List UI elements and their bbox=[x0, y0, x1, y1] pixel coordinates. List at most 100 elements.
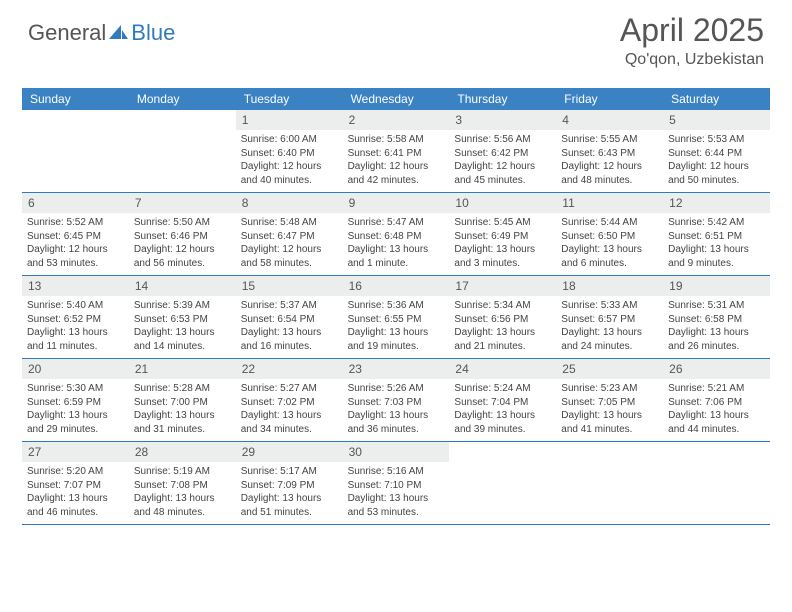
sunrise-line: Sunrise: 5:53 AM bbox=[668, 133, 765, 147]
brand-part1: General bbox=[28, 20, 106, 46]
daylight-line: Daylight: 13 hours and 41 minutes. bbox=[561, 409, 658, 436]
week-row: 1Sunrise: 6:00 AMSunset: 6:40 PMDaylight… bbox=[22, 110, 770, 193]
header: General Blue April 2025 Qo'qon, Uzbekist… bbox=[0, 0, 792, 70]
daylight-line: Daylight: 13 hours and 51 minutes. bbox=[241, 492, 338, 519]
day-cell: 9Sunrise: 5:47 AMSunset: 6:48 PMDaylight… bbox=[343, 193, 450, 275]
sunrise-line: Sunrise: 5:52 AM bbox=[27, 216, 124, 230]
day-details: Sunrise: 5:56 AMSunset: 6:42 PMDaylight:… bbox=[449, 130, 556, 192]
daylight-line: Daylight: 13 hours and 21 minutes. bbox=[454, 326, 551, 353]
day-details: Sunrise: 5:36 AMSunset: 6:55 PMDaylight:… bbox=[343, 296, 450, 358]
weekday-header-row: SundayMondayTuesdayWednesdayThursdayFrid… bbox=[22, 88, 770, 110]
calendar-grid: 1Sunrise: 6:00 AMSunset: 6:40 PMDaylight… bbox=[22, 110, 770, 525]
day-cell: 11Sunrise: 5:44 AMSunset: 6:50 PMDayligh… bbox=[556, 193, 663, 275]
daylight-line: Daylight: 13 hours and 36 minutes. bbox=[348, 409, 445, 436]
sunrise-line: Sunrise: 5:24 AM bbox=[454, 382, 551, 396]
day-details: Sunrise: 5:55 AMSunset: 6:43 PMDaylight:… bbox=[556, 130, 663, 192]
brand-part2: Blue bbox=[131, 20, 175, 46]
day-number: 26 bbox=[663, 359, 770, 379]
sunset-line: Sunset: 6:41 PM bbox=[348, 147, 445, 161]
sunrise-line: Sunrise: 5:40 AM bbox=[27, 299, 124, 313]
daylight-line: Daylight: 13 hours and 29 minutes. bbox=[27, 409, 124, 436]
day-number: 10 bbox=[449, 193, 556, 213]
daylight-line: Daylight: 13 hours and 3 minutes. bbox=[454, 243, 551, 270]
day-number: 22 bbox=[236, 359, 343, 379]
daylight-line: Daylight: 13 hours and 19 minutes. bbox=[348, 326, 445, 353]
day-number: 13 bbox=[22, 276, 129, 296]
day-number: 23 bbox=[343, 359, 450, 379]
day-details: Sunrise: 5:17 AMSunset: 7:09 PMDaylight:… bbox=[236, 462, 343, 524]
sunset-line: Sunset: 6:53 PM bbox=[134, 313, 231, 327]
daylight-line: Daylight: 13 hours and 48 minutes. bbox=[134, 492, 231, 519]
sunrise-line: Sunrise: 5:30 AM bbox=[27, 382, 124, 396]
weekday-header: Saturday bbox=[663, 88, 770, 110]
day-details: Sunrise: 5:48 AMSunset: 6:47 PMDaylight:… bbox=[236, 213, 343, 275]
day-cell: 18Sunrise: 5:33 AMSunset: 6:57 PMDayligh… bbox=[556, 276, 663, 358]
sunset-line: Sunset: 6:47 PM bbox=[241, 230, 338, 244]
sunset-line: Sunset: 6:59 PM bbox=[27, 396, 124, 410]
day-number: 5 bbox=[663, 110, 770, 130]
day-cell: 23Sunrise: 5:26 AMSunset: 7:03 PMDayligh… bbox=[343, 359, 450, 441]
day-cell: 22Sunrise: 5:27 AMSunset: 7:02 PMDayligh… bbox=[236, 359, 343, 441]
empty-cell bbox=[129, 110, 236, 192]
daylight-line: Daylight: 13 hours and 31 minutes. bbox=[134, 409, 231, 436]
daylight-line: Daylight: 12 hours and 42 minutes. bbox=[348, 160, 445, 187]
day-cell: 8Sunrise: 5:48 AMSunset: 6:47 PMDaylight… bbox=[236, 193, 343, 275]
sunset-line: Sunset: 7:04 PM bbox=[454, 396, 551, 410]
month-title: April 2025 bbox=[620, 12, 764, 49]
day-cell: 3Sunrise: 5:56 AMSunset: 6:42 PMDaylight… bbox=[449, 110, 556, 192]
sunrise-line: Sunrise: 5:23 AM bbox=[561, 382, 658, 396]
daylight-line: Daylight: 13 hours and 9 minutes. bbox=[668, 243, 765, 270]
daylight-line: Daylight: 13 hours and 26 minutes. bbox=[668, 326, 765, 353]
sunset-line: Sunset: 7:00 PM bbox=[134, 396, 231, 410]
sunset-line: Sunset: 6:57 PM bbox=[561, 313, 658, 327]
sunset-line: Sunset: 7:05 PM bbox=[561, 396, 658, 410]
day-details: Sunrise: 5:24 AMSunset: 7:04 PMDaylight:… bbox=[449, 379, 556, 441]
sunrise-line: Sunrise: 5:21 AM bbox=[668, 382, 765, 396]
day-details: Sunrise: 6:00 AMSunset: 6:40 PMDaylight:… bbox=[236, 130, 343, 192]
day-cell: 24Sunrise: 5:24 AMSunset: 7:04 PMDayligh… bbox=[449, 359, 556, 441]
day-number: 19 bbox=[663, 276, 770, 296]
day-number: 1 bbox=[236, 110, 343, 130]
day-details: Sunrise: 5:53 AMSunset: 6:44 PMDaylight:… bbox=[663, 130, 770, 192]
day-details: Sunrise: 5:27 AMSunset: 7:02 PMDaylight:… bbox=[236, 379, 343, 441]
empty-cell bbox=[663, 442, 770, 524]
daylight-line: Daylight: 13 hours and 1 minute. bbox=[348, 243, 445, 270]
sunset-line: Sunset: 7:09 PM bbox=[241, 479, 338, 493]
day-details: Sunrise: 5:33 AMSunset: 6:57 PMDaylight:… bbox=[556, 296, 663, 358]
day-number: 24 bbox=[449, 359, 556, 379]
sunset-line: Sunset: 6:42 PM bbox=[454, 147, 551, 161]
day-details: Sunrise: 5:42 AMSunset: 6:51 PMDaylight:… bbox=[663, 213, 770, 275]
sunrise-line: Sunrise: 5:34 AM bbox=[454, 299, 551, 313]
day-cell: 6Sunrise: 5:52 AMSunset: 6:45 PMDaylight… bbox=[22, 193, 129, 275]
sunset-line: Sunset: 6:49 PM bbox=[454, 230, 551, 244]
daylight-line: Daylight: 12 hours and 40 minutes. bbox=[241, 160, 338, 187]
day-cell: 27Sunrise: 5:20 AMSunset: 7:07 PMDayligh… bbox=[22, 442, 129, 524]
day-cell: 26Sunrise: 5:21 AMSunset: 7:06 PMDayligh… bbox=[663, 359, 770, 441]
logo-sail-icon bbox=[109, 20, 129, 46]
week-row: 27Sunrise: 5:20 AMSunset: 7:07 PMDayligh… bbox=[22, 442, 770, 525]
day-details: Sunrise: 5:21 AMSunset: 7:06 PMDaylight:… bbox=[663, 379, 770, 441]
daylight-line: Daylight: 12 hours and 48 minutes. bbox=[561, 160, 658, 187]
sunrise-line: Sunrise: 5:20 AM bbox=[27, 465, 124, 479]
daylight-line: Daylight: 13 hours and 46 minutes. bbox=[27, 492, 124, 519]
sunset-line: Sunset: 6:50 PM bbox=[561, 230, 658, 244]
day-number: 2 bbox=[343, 110, 450, 130]
day-details: Sunrise: 5:37 AMSunset: 6:54 PMDaylight:… bbox=[236, 296, 343, 358]
daylight-line: Daylight: 12 hours and 58 minutes. bbox=[241, 243, 338, 270]
day-cell: 25Sunrise: 5:23 AMSunset: 7:05 PMDayligh… bbox=[556, 359, 663, 441]
day-cell: 7Sunrise: 5:50 AMSunset: 6:46 PMDaylight… bbox=[129, 193, 236, 275]
daylight-line: Daylight: 13 hours and 53 minutes. bbox=[348, 492, 445, 519]
sunrise-line: Sunrise: 5:26 AM bbox=[348, 382, 445, 396]
sunset-line: Sunset: 6:56 PM bbox=[454, 313, 551, 327]
day-number: 20 bbox=[22, 359, 129, 379]
sunset-line: Sunset: 6:54 PM bbox=[241, 313, 338, 327]
day-details: Sunrise: 5:39 AMSunset: 6:53 PMDaylight:… bbox=[129, 296, 236, 358]
day-cell: 5Sunrise: 5:53 AMSunset: 6:44 PMDaylight… bbox=[663, 110, 770, 192]
weekday-header: Monday bbox=[129, 88, 236, 110]
empty-cell bbox=[22, 110, 129, 192]
sunset-line: Sunset: 7:02 PM bbox=[241, 396, 338, 410]
sunset-line: Sunset: 7:06 PM bbox=[668, 396, 765, 410]
day-cell: 14Sunrise: 5:39 AMSunset: 6:53 PMDayligh… bbox=[129, 276, 236, 358]
day-details: Sunrise: 5:16 AMSunset: 7:10 PMDaylight:… bbox=[343, 462, 450, 524]
day-number: 9 bbox=[343, 193, 450, 213]
